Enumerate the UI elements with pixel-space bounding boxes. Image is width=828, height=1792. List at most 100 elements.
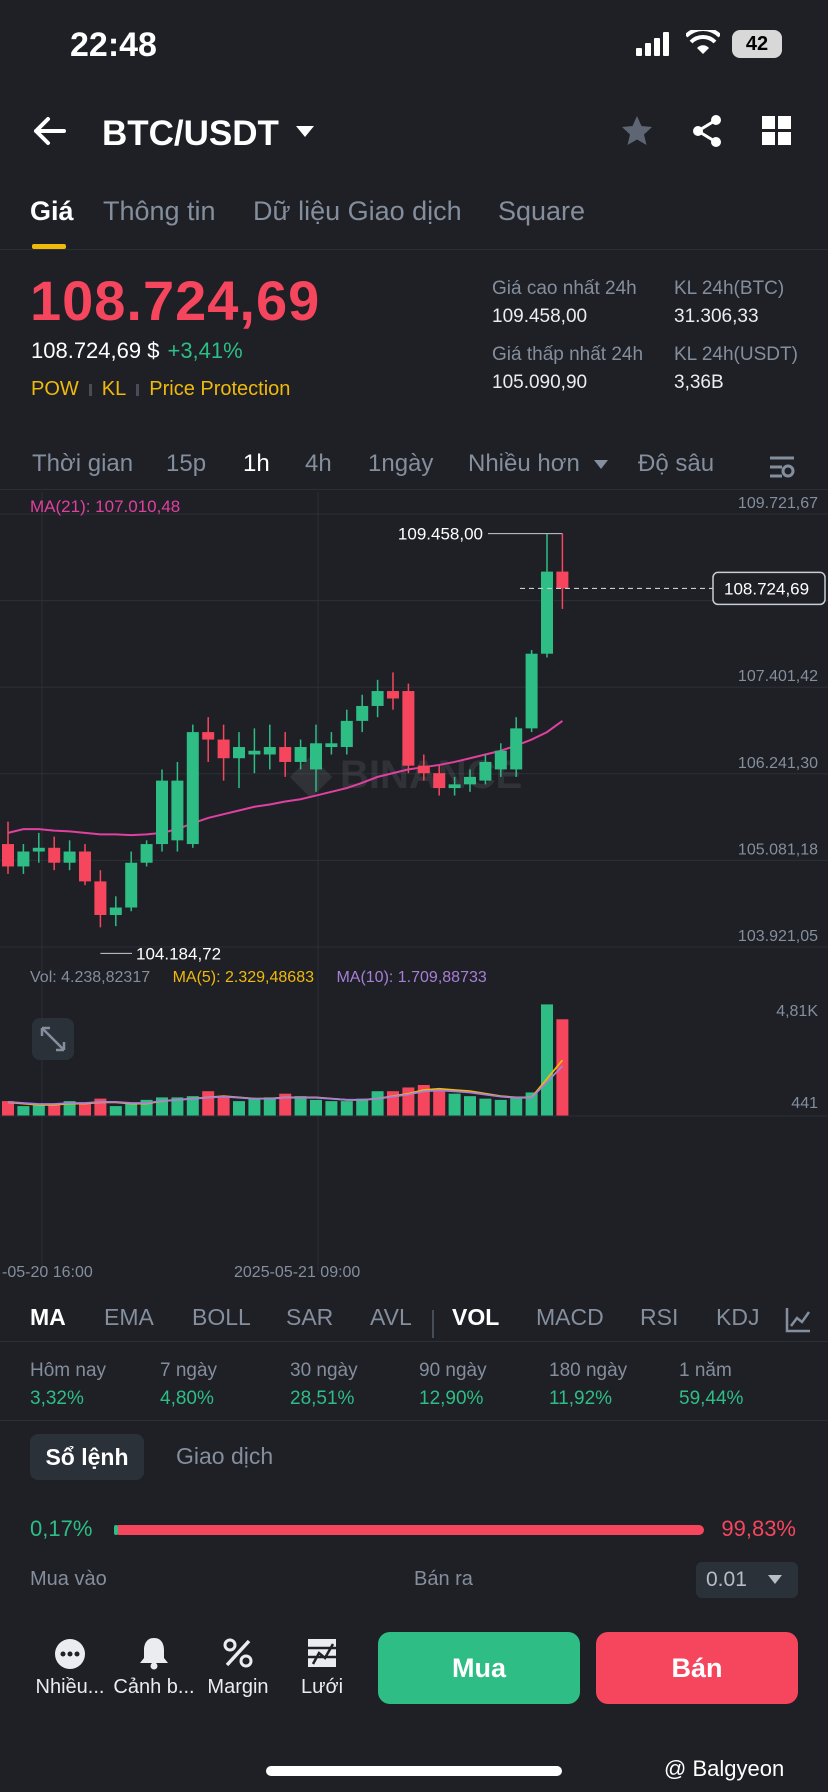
candle[interactable] [556, 533, 569, 609]
candle[interactable] [263, 724, 276, 770]
interval-1d[interactable]: 1ngày [368, 450, 434, 477]
low-marker: 104.184,72 [136, 944, 221, 963]
interval-4h[interactable]: 4h [305, 450, 332, 477]
candle[interactable] [387, 672, 399, 710]
candle[interactable] [417, 754, 430, 781]
candle[interactable] [125, 851, 138, 912]
tab-info[interactable]: Thông tin [103, 196, 216, 226]
tab-trading-data[interactable]: Dữ liệu Giao dịch [253, 196, 462, 226]
candle[interactable] [371, 679, 384, 718]
sell-button[interactable]: Bán [596, 1632, 798, 1704]
candle[interactable] [140, 840, 153, 867]
candle[interactable] [48, 836, 61, 871]
candle[interactable] [2, 821, 14, 874]
tab-square[interactable]: Square [498, 196, 586, 226]
share-icon[interactable] [690, 114, 724, 148]
candle[interactable] [294, 739, 307, 770]
indicator-sar[interactable]: SAR [286, 1304, 334, 1330]
interval-time[interactable]: Thời gian [32, 450, 134, 477]
candle[interactable] [171, 761, 184, 852]
interval-more[interactable]: Nhiều hơn [468, 450, 580, 477]
volume-bar [79, 1103, 91, 1116]
candle[interactable] [356, 694, 369, 733]
candle[interactable] [94, 870, 107, 928]
candle[interactable] [63, 840, 76, 871]
nav-alert-label: Cảnh b... [113, 1676, 195, 1698]
candle[interactable] [448, 776, 461, 796]
candle[interactable] [109, 896, 122, 927]
grid-bot-icon [308, 1639, 336, 1667]
expand-chart-button[interactable] [32, 1018, 74, 1060]
volume-bar [340, 1101, 353, 1116]
candle[interactable] [202, 717, 215, 762]
chart-canvas[interactable]: BINANCE MA(21): 107.010,48 109.721,67 107… [0, 492, 828, 1292]
candle[interactable] [340, 709, 353, 755]
active-tab-indicator [32, 244, 66, 249]
price-chart[interactable]: BINANCE MA(21): 107.010,48 109.721,67 107… [0, 492, 828, 1292]
candle[interactable] [479, 754, 492, 785]
percent-icon [223, 1638, 253, 1668]
nav-grid-label: Lưới [300, 1676, 344, 1698]
more-caret-icon[interactable] [594, 460, 608, 470]
candle[interactable] [494, 743, 507, 777]
interval-1h[interactable]: 1h [243, 450, 270, 477]
pair-title[interactable]: BTC/USDT [102, 114, 279, 153]
vol-usdt-label: KL 24h(USDT) [674, 344, 798, 365]
candle[interactable] [279, 732, 292, 777]
low-24h-value: 105.090,90 [492, 372, 588, 393]
indicator-rsi[interactable]: RSI [640, 1304, 679, 1330]
grid-icon[interactable] [762, 116, 792, 146]
bid-header: Mua vào [30, 1568, 107, 1590]
volume-bar [310, 1099, 322, 1116]
candle[interactable] [17, 844, 30, 874]
indicator-vol[interactable]: VOL [452, 1304, 500, 1330]
volume-bar [233, 1101, 245, 1116]
tag-price-protection[interactable]: Price Protection [149, 378, 291, 400]
candle[interactable] [32, 832, 45, 863]
candle[interactable] [510, 717, 523, 777]
interval-depth[interactable]: Độ sâu [638, 450, 715, 477]
candle[interactable] [217, 724, 230, 781]
candle[interactable] [541, 533, 553, 658]
indicator-kdj[interactable]: KDJ [716, 1304, 760, 1330]
tag-pow[interactable]: POW [31, 378, 79, 400]
back-arrow-icon[interactable] [32, 116, 66, 146]
tab-trades[interactable]: Giao dịch [176, 1443, 274, 1469]
tag-kl[interactable]: KL [101, 378, 127, 400]
top-bar: BTC/USDT [0, 100, 828, 164]
home-indicator[interactable] [266, 1766, 562, 1776]
candle[interactable] [325, 732, 338, 755]
candle[interactable] [79, 844, 91, 886]
volume-bar [171, 1097, 184, 1116]
candle[interactable] [464, 769, 476, 792]
candle[interactable] [525, 649, 538, 733]
perf-value-90d: 12,90% [419, 1388, 484, 1409]
chart-settings-icon[interactable] [768, 454, 796, 480]
y-tick: 103.921,05 [738, 928, 818, 945]
volume-bar [356, 1098, 369, 1116]
interval-15m[interactable]: 15p [166, 450, 207, 477]
buy-button[interactable]: Mua [378, 1632, 580, 1704]
candle[interactable] [156, 769, 168, 852]
candle[interactable] [310, 724, 322, 792]
candle[interactable] [248, 728, 261, 774]
tab-order-book[interactable]: Sổ lệnh [30, 1434, 144, 1480]
last-price-tag[interactable] [712, 571, 826, 606]
nav-margin-label: Margin [207, 1676, 269, 1698]
candle[interactable] [186, 724, 199, 848]
indicator-ema[interactable]: EMA [104, 1304, 154, 1330]
chevron-down-icon[interactable] [296, 126, 314, 138]
ask-header: Bán ra [414, 1568, 473, 1590]
ask-ratio: 99,83% [721, 1516, 796, 1541]
tab-price[interactable]: Giá [30, 196, 74, 226]
star-icon[interactable] [620, 114, 654, 148]
indicator-macd[interactable]: MACD [536, 1304, 604, 1330]
precision-select[interactable]: 0.01 [696, 1562, 798, 1598]
candle[interactable] [402, 683, 415, 774]
candle[interactable] [433, 765, 446, 796]
indicator-settings-icon[interactable] [784, 1306, 812, 1334]
indicator-boll[interactable]: BOLL [192, 1304, 251, 1330]
indicator-ma[interactable]: MA [30, 1304, 66, 1330]
indicator-avl[interactable]: AVL [370, 1304, 412, 1330]
candle[interactable] [233, 732, 245, 789]
